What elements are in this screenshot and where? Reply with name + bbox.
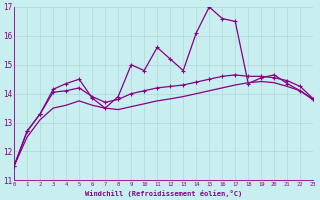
X-axis label: Windchill (Refroidissement éolien,°C): Windchill (Refroidissement éolien,°C) — [85, 190, 242, 197]
